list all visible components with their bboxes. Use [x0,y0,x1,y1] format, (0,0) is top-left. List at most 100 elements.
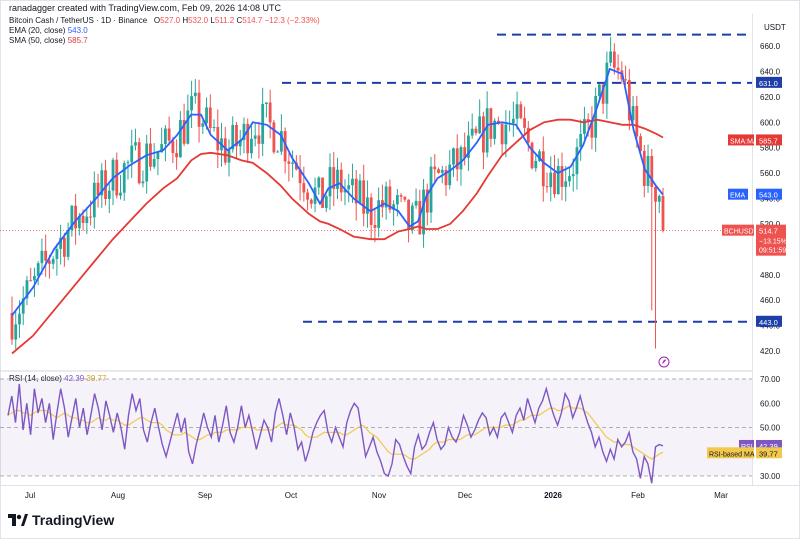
candle-body [137,142,141,184]
candle-body [440,169,444,173]
time-tick-label: Mar [714,491,728,500]
open-label: O [153,16,161,25]
time-tick-label: Aug [111,491,125,500]
symbol-badge-price: 514.7 [759,227,778,236]
candle-body [332,167,336,189]
time-tick-label: Dec [458,491,472,500]
candle-body [474,128,478,134]
sma-legend-label: SMA (50, close) [9,36,66,45]
candle-body [534,161,538,169]
candle-body [163,128,167,145]
sma-price-badge-value: 585.7 [759,136,778,145]
price-tick-label: 460.0 [760,296,781,305]
ema-price-badge-label: EMA [730,193,746,200]
candle-body [601,84,605,104]
candle-body [650,155,654,187]
rsi-badge-bg [756,439,782,451]
symbol-row: Bitcoin Cash / TetherUS · 1D · Binance O… [9,16,320,26]
rsi-ma-legend-value: 39.77 [86,374,107,383]
candle-body [190,96,193,111]
rsi-badge-label-bg [739,439,754,451]
time-tick-label: Jul [25,491,35,500]
candle-body [283,131,287,162]
symbol-badge-bg[interactable] [756,224,786,256]
candle-body [279,131,283,152]
candle-body [317,177,321,188]
price-tick-label: 520.0 [760,220,781,229]
rsi-line [7,383,664,484]
time-tick-label: Sep [198,491,213,500]
candle-body [272,122,276,153]
currency-label: USDT [764,23,786,32]
candle-body [10,312,14,340]
candle-body [500,123,504,145]
ema-legend-row[interactable]: EMA (20, close) 543.0 [9,26,320,36]
candle-body [115,159,119,196]
low-value: 511.2 [214,16,235,25]
price-tick-label: 620.0 [760,93,781,102]
candle-body [321,177,324,208]
tradingview-logo-icon [8,514,28,526]
candle-body [433,166,437,170]
candle-body [100,170,104,196]
rsi-legend[interactable]: RSI (14, close) 42.39 39.77 [9,374,106,383]
price-tick-label: 480.0 [760,271,781,280]
rsi-tick-label: 60.00 [760,399,781,408]
candle-body [328,167,332,197]
alert-icon[interactable] [658,356,670,368]
candle-body [18,313,21,325]
candle-body [351,178,354,186]
rsi-legend-value: 42.39 [64,374,85,383]
change-value: −12.3 (−2.33%) [264,16,320,25]
candle-body [362,180,366,214]
price-tick-label: 660.0 [760,42,781,51]
high-value: 532.0 [188,16,209,25]
candle-body [646,155,650,186]
candle-body [149,143,152,167]
candle-body [624,79,627,81]
level-badge-443-bg [756,315,782,327]
candle-body [627,80,631,121]
candle-body [545,186,549,188]
ema-price-badge[interactable]: EMA 543.0 [728,188,782,200]
candle-body [586,119,590,122]
candle-body [231,124,235,150]
sma-legend-row[interactable]: SMA (50, close) 585.7 [9,36,320,46]
candle-body [298,169,302,184]
candle-body [463,147,467,158]
candle-body [51,258,55,264]
candle-body [583,119,586,134]
candle-body [403,196,407,200]
candle-body [470,128,474,136]
candle-body [526,127,530,143]
candle-body [609,51,613,63]
candle-body [590,121,594,138]
close-value: 514.7 [242,16,263,25]
symbol-label[interactable]: Bitcoin Cash / TetherUS · 1D · Binance [9,16,148,25]
candle-body [306,192,309,200]
candle-body [85,216,89,224]
ema-price-badge-value-bg [756,188,782,200]
candle-body [25,280,29,299]
time-tick-label: 2026 [544,491,562,500]
symbol-badge-change: −13.15% [759,239,787,246]
candle-body [242,123,246,140]
candle-body [96,182,100,196]
brand-name: TradingView [32,512,115,528]
candle-body [48,260,51,264]
tradingview-logo[interactable]: TradingView [8,512,114,528]
sma-price-badge[interactable]: SMA:MA 585.7 [728,134,782,146]
candle-body [59,237,63,249]
candle-body [182,120,186,144]
time-tick-label: Feb [631,491,645,500]
candle-body [156,152,160,160]
symbol-badge-countdown: 09:51:59 [759,248,786,255]
candle-body [459,147,463,170]
candle-body [141,181,145,184]
candle-body [302,183,306,193]
candle-body [130,145,134,163]
candle-body [343,189,347,193]
rsi-tick-label: 70.00 [760,375,781,384]
candle-body [478,116,482,134]
